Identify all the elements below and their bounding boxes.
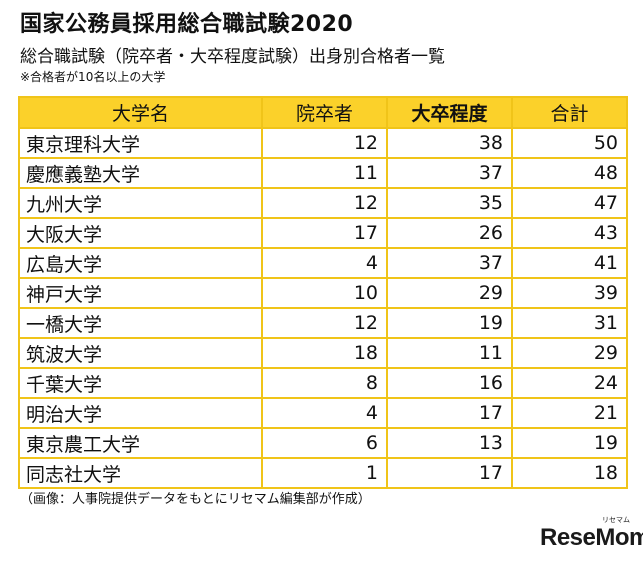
table-row: 明治大学 4 17 21 (18, 397, 628, 429)
university-cell: 筑波大学 (18, 337, 263, 369)
logo-ruby: リセマム (602, 517, 630, 524)
table-row: 千葉大学 8 16 24 (18, 367, 628, 399)
table-row: 筑波大学 18 11 29 (18, 337, 628, 369)
graduate-count-cell: 12 (261, 127, 388, 159)
table-row: 慶應義塾大学 11 37 48 (18, 157, 628, 189)
table-body: 東京理科大学 12 38 50 慶應義塾大学 11 37 48 九州大学 12 35 47 大阪大学 17… (18, 127, 628, 489)
total-count-cell: 41 (511, 247, 628, 279)
total-count-cell: 31 (511, 307, 628, 339)
table-row: 九州大学 12 35 47 (18, 187, 628, 219)
header-undergrad: 大卒程度 (386, 96, 513, 129)
university-cell: 広島大学 (18, 247, 263, 279)
undergrad-count-cell: 26 (386, 217, 513, 249)
table-row: 東京農工大学 6 13 19 (18, 427, 628, 459)
university-cell: 一橋大学 (18, 307, 263, 339)
undergrad-count-cell: 11 (386, 337, 513, 369)
university-cell: 九州大学 (18, 187, 263, 219)
graduate-count-cell: 8 (261, 367, 388, 399)
graduate-count-cell: 12 (261, 187, 388, 219)
undergrad-count-cell: 16 (386, 367, 513, 399)
graduate-count-cell: 17 (261, 217, 388, 249)
page-subtitle: 総合職試験（院卒者・大卒程度試験）出身別合格者一覧 (20, 47, 445, 67)
university-cell: 東京農工大学 (18, 427, 263, 459)
total-count-cell: 43 (511, 217, 628, 249)
undergrad-count-cell: 13 (386, 427, 513, 459)
resemom-logo: ReseMom リセマム (540, 517, 643, 552)
results-table: 大学名 院卒者 大卒程度 合計 東京理科大学 12 38 50 慶應義塾大学 11 37 48… (18, 96, 628, 489)
table-row: 東京理科大学 12 38 50 (18, 127, 628, 159)
total-count-cell: 18 (511, 457, 628, 489)
total-count-cell: 50 (511, 127, 628, 159)
logo-text: ReseMom (540, 524, 643, 551)
table-note: ※合格者が10名以上の大学 (20, 70, 166, 84)
total-count-cell: 21 (511, 397, 628, 429)
graduate-count-cell: 1 (261, 457, 388, 489)
university-cell: 明治大学 (18, 397, 263, 429)
page-title: 国家公務員採用総合職試験2020 (20, 12, 354, 37)
table-row: 一橋大学 12 19 31 (18, 307, 628, 339)
total-count-cell: 39 (511, 277, 628, 309)
total-count-cell: 47 (511, 187, 628, 219)
total-count-cell: 29 (511, 337, 628, 369)
graduate-count-cell: 11 (261, 157, 388, 189)
university-cell: 千葉大学 (18, 367, 263, 399)
undergrad-count-cell: 19 (386, 307, 513, 339)
table-row: 広島大学 4 37 41 (18, 247, 628, 279)
header-university: 大学名 (18, 96, 263, 129)
total-count-cell: 48 (511, 157, 628, 189)
university-cell: 同志社大学 (18, 457, 263, 489)
header-graduate: 院卒者 (261, 96, 388, 129)
table-row: 大阪大学 17 26 43 (18, 217, 628, 249)
graduate-count-cell: 10 (261, 277, 388, 309)
university-cell: 慶應義塾大学 (18, 157, 263, 189)
total-count-cell: 19 (511, 427, 628, 459)
university-cell: 大阪大学 (18, 217, 263, 249)
undergrad-count-cell: 37 (386, 157, 513, 189)
undergrad-count-cell: 17 (386, 457, 513, 489)
undergrad-count-cell: 37 (386, 247, 513, 279)
undergrad-count-cell: 29 (386, 277, 513, 309)
graduate-count-cell: 6 (261, 427, 388, 459)
university-cell: 東京理科大学 (18, 127, 263, 159)
graduate-count-cell: 18 (261, 337, 388, 369)
graduate-count-cell: 4 (261, 397, 388, 429)
header-total: 合計 (511, 96, 628, 129)
graduate-count-cell: 4 (261, 247, 388, 279)
undergrad-count-cell: 38 (386, 127, 513, 159)
table-header-row: 大学名 院卒者 大卒程度 合計 (18, 96, 628, 129)
table-row: 同志社大学 1 17 18 (18, 457, 628, 489)
total-count-cell: 24 (511, 367, 628, 399)
table-row: 神戸大学 10 29 39 (18, 277, 628, 309)
source-caption: （画像：人事院提供データをもとにリセマム編集部が作成） (20, 492, 371, 507)
graduate-count-cell: 12 (261, 307, 388, 339)
undergrad-count-cell: 17 (386, 397, 513, 429)
undergrad-count-cell: 35 (386, 187, 513, 219)
university-cell: 神戸大学 (18, 277, 263, 309)
